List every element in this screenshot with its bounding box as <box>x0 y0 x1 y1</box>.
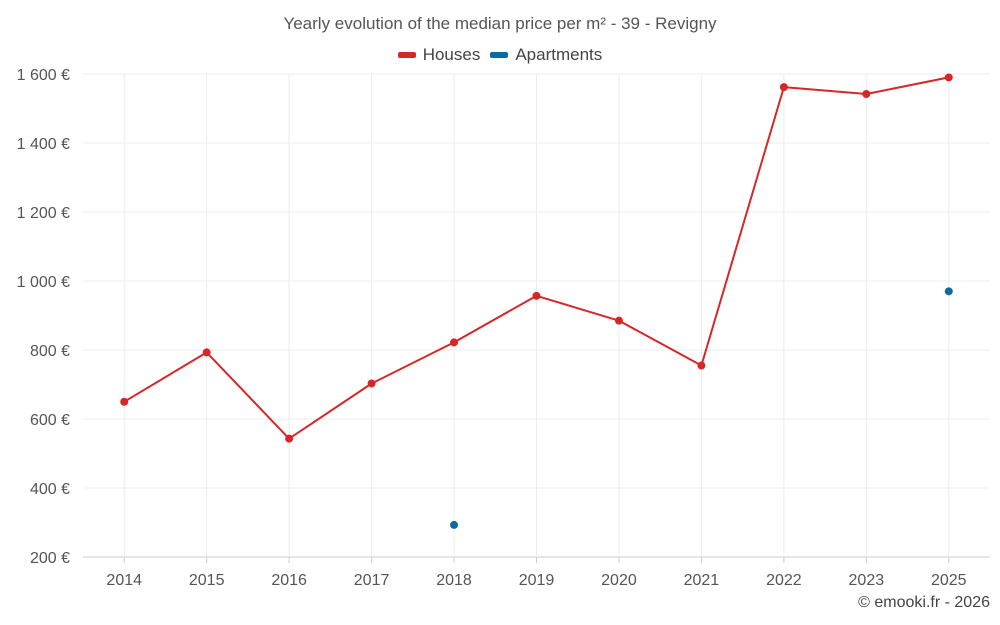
credit-text: © emooki.fr - 2026 <box>858 594 990 611</box>
x-tick-label: 2019 <box>519 572 555 589</box>
data-point-houses[interactable] <box>614 316 623 325</box>
legend-label-houses: Houses <box>422 45 481 64</box>
x-tick-label: 2023 <box>849 572 885 589</box>
y-tick-label: 200 € <box>30 550 70 567</box>
x-tick-label: 2022 <box>766 572 802 589</box>
legend-swatch-apartments <box>490 52 509 58</box>
x-tick-label: 2014 <box>106 572 142 589</box>
data-point-houses[interactable] <box>697 361 706 370</box>
chart-legend: Houses Apartments <box>0 45 1000 65</box>
chart-title: Yearly evolution of the median price per… <box>283 14 717 33</box>
y-tick-label: 800 € <box>30 343 70 360</box>
y-tick-label: 1 000 € <box>17 274 70 291</box>
x-tick-label: 2018 <box>436 572 472 589</box>
data-point-houses[interactable] <box>450 338 459 347</box>
legend-label-apartments: Apartments <box>515 45 603 64</box>
x-tick-label: 2025 <box>931 572 967 589</box>
data-point-houses[interactable] <box>944 73 953 82</box>
legend-item-apartments[interactable]: Apartments <box>490 45 602 65</box>
y-tick-label: 400 € <box>30 481 70 498</box>
legend-item-houses[interactable]: Houses <box>397 45 481 65</box>
y-tick-label: 1 400 € <box>17 136 70 153</box>
legend-swatch-houses <box>397 52 416 58</box>
data-point-houses[interactable] <box>285 434 294 443</box>
y-tick-label: 600 € <box>30 412 70 429</box>
data-point-houses[interactable] <box>779 83 788 92</box>
y-tick-label: 1 600 € <box>17 67 70 84</box>
data-point-apartments[interactable] <box>450 520 459 529</box>
data-point-houses[interactable] <box>202 348 211 357</box>
data-point-houses[interactable] <box>862 90 871 99</box>
data-point-houses[interactable] <box>120 397 129 406</box>
data-point-houses[interactable] <box>532 291 541 300</box>
x-tick-label: 2017 <box>354 572 390 589</box>
y-tick-label: 1 200 € <box>17 205 70 222</box>
x-tick-label: 2016 <box>271 572 307 589</box>
x-tick-label: 2021 <box>684 572 720 589</box>
x-tick-label: 2015 <box>189 572 225 589</box>
x-tick-label: 2020 <box>601 572 637 589</box>
data-point-apartments[interactable] <box>944 287 953 296</box>
data-point-houses[interactable] <box>367 379 376 388</box>
